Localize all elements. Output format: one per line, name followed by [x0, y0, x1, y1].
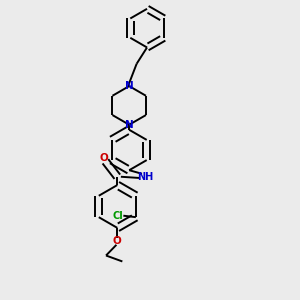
Text: Cl: Cl: [112, 211, 123, 221]
Text: O: O: [99, 153, 108, 163]
Text: N: N: [125, 81, 134, 91]
Text: NH: NH: [137, 172, 154, 182]
Text: N: N: [125, 120, 134, 130]
Text: O: O: [113, 236, 122, 246]
